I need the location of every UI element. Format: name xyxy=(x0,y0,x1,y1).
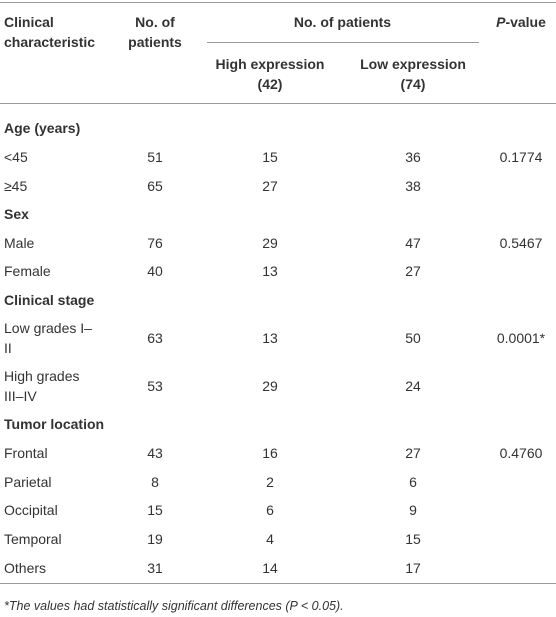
header-cell: Clinical characteristic xyxy=(4,14,96,50)
cell: 27 xyxy=(405,263,421,280)
section-title: Clinical stage xyxy=(4,291,95,308)
section-title: Age (years) xyxy=(4,120,81,136)
cell: 2 xyxy=(266,473,274,490)
section-title: Tumor location xyxy=(4,416,105,433)
cell: 15 xyxy=(262,148,278,165)
cell: 6 xyxy=(266,502,274,519)
header-cell: P-value xyxy=(488,12,554,32)
cell: 51 xyxy=(147,148,163,165)
cell: 13 xyxy=(262,263,278,280)
bottom-rule xyxy=(0,583,556,584)
cell: 0.4760 xyxy=(499,445,543,462)
cell: 29 xyxy=(262,378,278,395)
row-label: Frontal xyxy=(4,445,48,462)
cell: 36 xyxy=(405,148,421,165)
cell: 9 xyxy=(409,502,417,519)
footnote: *The values had statistically significan… xyxy=(4,599,344,613)
cell: 65 xyxy=(147,177,163,194)
header-text: -value xyxy=(505,14,546,30)
top-rule xyxy=(0,2,556,3)
header-cell: Low expression (74) xyxy=(360,56,466,92)
row-label: Male xyxy=(4,234,35,251)
cell: 50 xyxy=(405,330,421,347)
cell: 8 xyxy=(151,473,159,490)
row-label: Female xyxy=(4,263,51,280)
cell: 0.1774 xyxy=(499,148,543,165)
section-title: Sex xyxy=(4,205,29,222)
cell: 43 xyxy=(147,445,163,462)
cell: 13 xyxy=(262,330,278,347)
row-label: Temporal xyxy=(4,530,62,547)
cell: 24 xyxy=(405,378,421,395)
header-rule xyxy=(0,103,556,104)
cell: 38 xyxy=(405,177,421,194)
row-label: Occipital xyxy=(4,502,58,519)
cell: 27 xyxy=(262,177,278,194)
row-label: Parietal xyxy=(4,473,52,490)
cell: 40 xyxy=(147,263,163,280)
cell: 27 xyxy=(405,445,421,462)
header-italic: P xyxy=(496,14,506,30)
header-cell: No. of patients xyxy=(128,14,182,50)
row-label: <45 xyxy=(4,148,28,165)
cell: 0.5467 xyxy=(499,234,543,251)
cell: 6 xyxy=(409,473,417,490)
row-label: ≥45 xyxy=(4,177,28,194)
row-label: High grades III–IV xyxy=(4,368,80,405)
row-label: Low grades I–II xyxy=(4,320,92,357)
cell: 0.0001* xyxy=(496,330,546,347)
cell: 19 xyxy=(147,530,163,547)
cell: 47 xyxy=(405,234,421,251)
cell: 76 xyxy=(147,234,163,251)
cell: 63 xyxy=(147,330,163,347)
group-rule xyxy=(207,42,479,43)
cell: 29 xyxy=(262,234,278,251)
row-label: Others xyxy=(4,559,47,576)
cell: 14 xyxy=(262,559,278,576)
cell: 16 xyxy=(262,445,278,462)
cell: 4 xyxy=(266,530,274,547)
cell: 17 xyxy=(405,559,421,576)
cell: 31 xyxy=(147,559,163,576)
header-cell: High expression (42) xyxy=(215,56,325,92)
cell: 15 xyxy=(405,530,421,547)
cell: 15 xyxy=(147,502,163,519)
cell: 53 xyxy=(147,378,163,395)
header-cell: No. of patients xyxy=(293,14,392,30)
